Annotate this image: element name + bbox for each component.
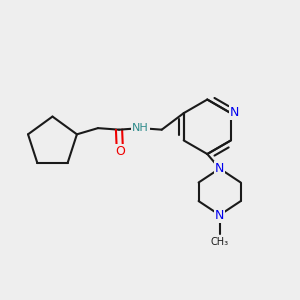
Text: N: N [215,162,224,175]
Text: N: N [230,106,239,119]
Text: NH: NH [132,123,149,133]
Text: CH₃: CH₃ [211,237,229,247]
Text: O: O [115,146,125,158]
Text: N: N [215,208,224,221]
